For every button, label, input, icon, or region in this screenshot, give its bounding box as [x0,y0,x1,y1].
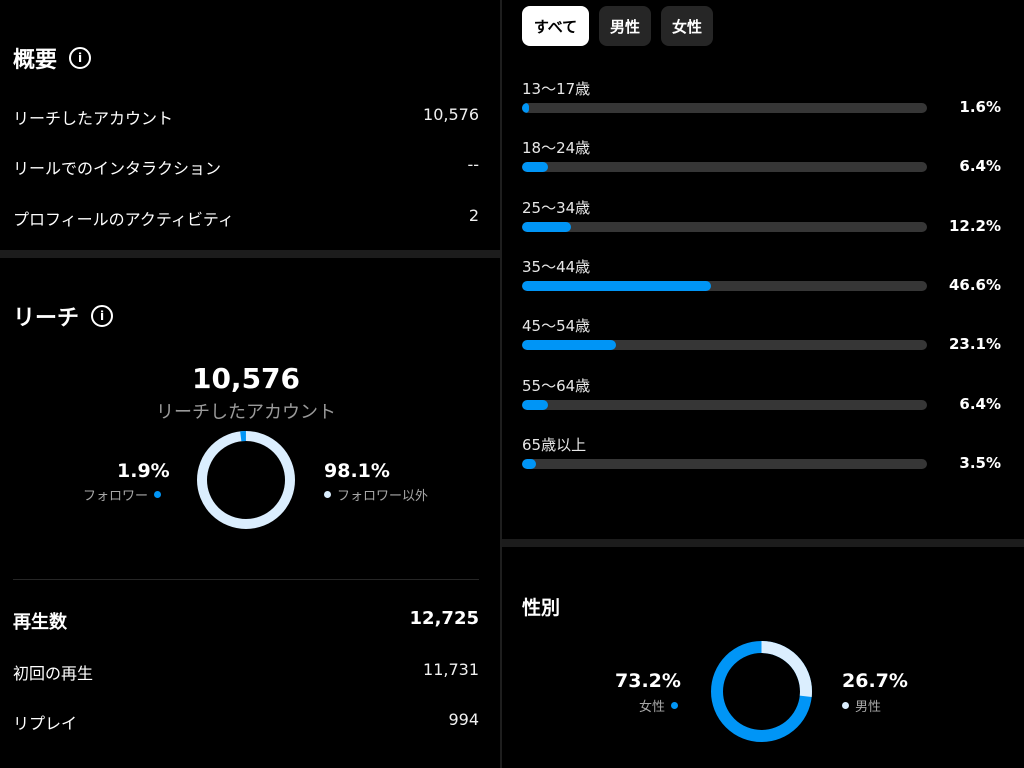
row-value: 11,731 [423,660,479,679]
section-divider [0,250,500,258]
plays-title: 再生数 [13,612,67,633]
row-label: 初回の再生 [13,664,94,683]
non-followers-percent: 98.1% [324,460,390,482]
age-bar-track [522,221,927,232]
divider-line [13,579,479,580]
plays-row-replay: リプレイ 994 [13,710,479,734]
age-bar-track [522,162,927,173]
age-group-percent: 3.5% [959,453,1001,472]
right-panel: すべて 男性 女性 13～17歳 1.6% 18～24歳 6.4% 25～34歳 12.2… [502,0,1024,768]
plays-header: 再生数 12,725 [13,608,479,634]
female-legend: 女性 [639,696,679,715]
age-group-percent: 6.4% [959,394,1001,413]
row-value: 2 [468,206,479,225]
blue-dot-icon [671,702,679,709]
age-bar-fill [522,103,530,113]
reach-total: 10,576 [191,362,301,395]
age-bar-track [522,458,927,469]
followers-legend: フォロワー [83,485,162,504]
plays-row-initial: 初回の再生 11,731 [13,660,479,684]
overview-header: 概要 i [13,42,92,74]
age-bar-fill [522,340,616,351]
filter-male-button[interactable]: 男性 [599,6,651,46]
filter-all-button[interactable]: すべて [522,6,589,46]
blue-dot-icon [154,491,162,498]
age-group-percent: 12.2% [948,216,1001,235]
age-group-label: 55～64歳 [522,376,591,395]
reach-subtitle: リーチしたアカウント [156,402,336,423]
age-bar-track [522,103,927,113]
age-bar-fill [522,458,537,469]
age-bar-track [522,399,927,410]
non-followers-label: フォロワー以外 [337,489,429,504]
age-group-percent: 23.1% [948,335,1001,354]
info-icon[interactable]: i [69,47,92,69]
age-group-label: 35～44歳 [522,257,591,276]
row-value: 994 [448,710,479,729]
reach-header: リーチ i [13,300,114,332]
white-dot-icon [842,702,849,709]
row-value: 10,576 [423,105,479,124]
row-label: リーチしたアカウント [13,109,174,128]
followers-label: フォロワー [83,489,149,504]
age-group-percent: 6.4% [959,157,1001,176]
row-value: -- [467,155,479,174]
row-label: リプレイ [13,714,78,733]
age-bar-fill [522,162,548,173]
reach-title: リーチ [13,306,80,331]
followers-percent: 1.9% [117,460,170,482]
female-percent: 73.2% [615,670,681,692]
panel-divider [500,0,502,768]
age-bar-fill [522,221,572,232]
overview-row-reel-interactions: リールでのインタラクション -- [13,155,479,179]
age-group-label: 65歳以上 [522,435,587,454]
non-followers-legend: フォロワー以外 [324,485,428,504]
reach-donut-chart [197,431,295,529]
overview-row-accounts-reached: リーチしたアカウント 10,576 [13,105,479,129]
age-bar-fill [522,280,711,291]
non-followers-slice [197,431,295,529]
overview-title: 概要 [13,48,58,73]
gender-title: 性別 [522,597,561,619]
row-label: リールでのインタラクション [13,159,222,178]
age-group-label: 13～17歳 [522,80,591,98]
overview-row-profile-activity: プロフィールのアクティビティ 2 [13,206,479,230]
followers-slice [197,431,295,529]
age-bar-track [522,340,927,351]
age-group-percent: 1.6% [959,98,1001,116]
gender-donut-chart [711,641,812,742]
age-group-label: 25～34歳 [522,198,591,217]
filter-female-button[interactable]: 女性 [661,6,713,46]
plays-total: 12,725 [409,608,479,629]
age-group-label: 45～54歳 [522,317,591,336]
male-label: 男性 [855,700,882,715]
female-label: 女性 [639,700,666,715]
left-panel: 概要 i リーチしたアカウント 10,576 リールでのインタラクション -- … [0,0,500,768]
section-divider [502,539,1024,547]
age-group-label: 18～24歳 [522,139,591,158]
row-label: プロフィールのアクティビティ [13,210,234,229]
age-bar-track [522,280,927,291]
male-slice [711,641,812,742]
info-icon[interactable]: i [91,305,114,327]
male-legend: 男性 [842,696,881,715]
male-percent: 26.7% [842,670,908,692]
age-bar-fill [522,399,548,410]
age-group-percent: 46.6% [948,275,1001,294]
white-dot-icon [324,491,331,498]
